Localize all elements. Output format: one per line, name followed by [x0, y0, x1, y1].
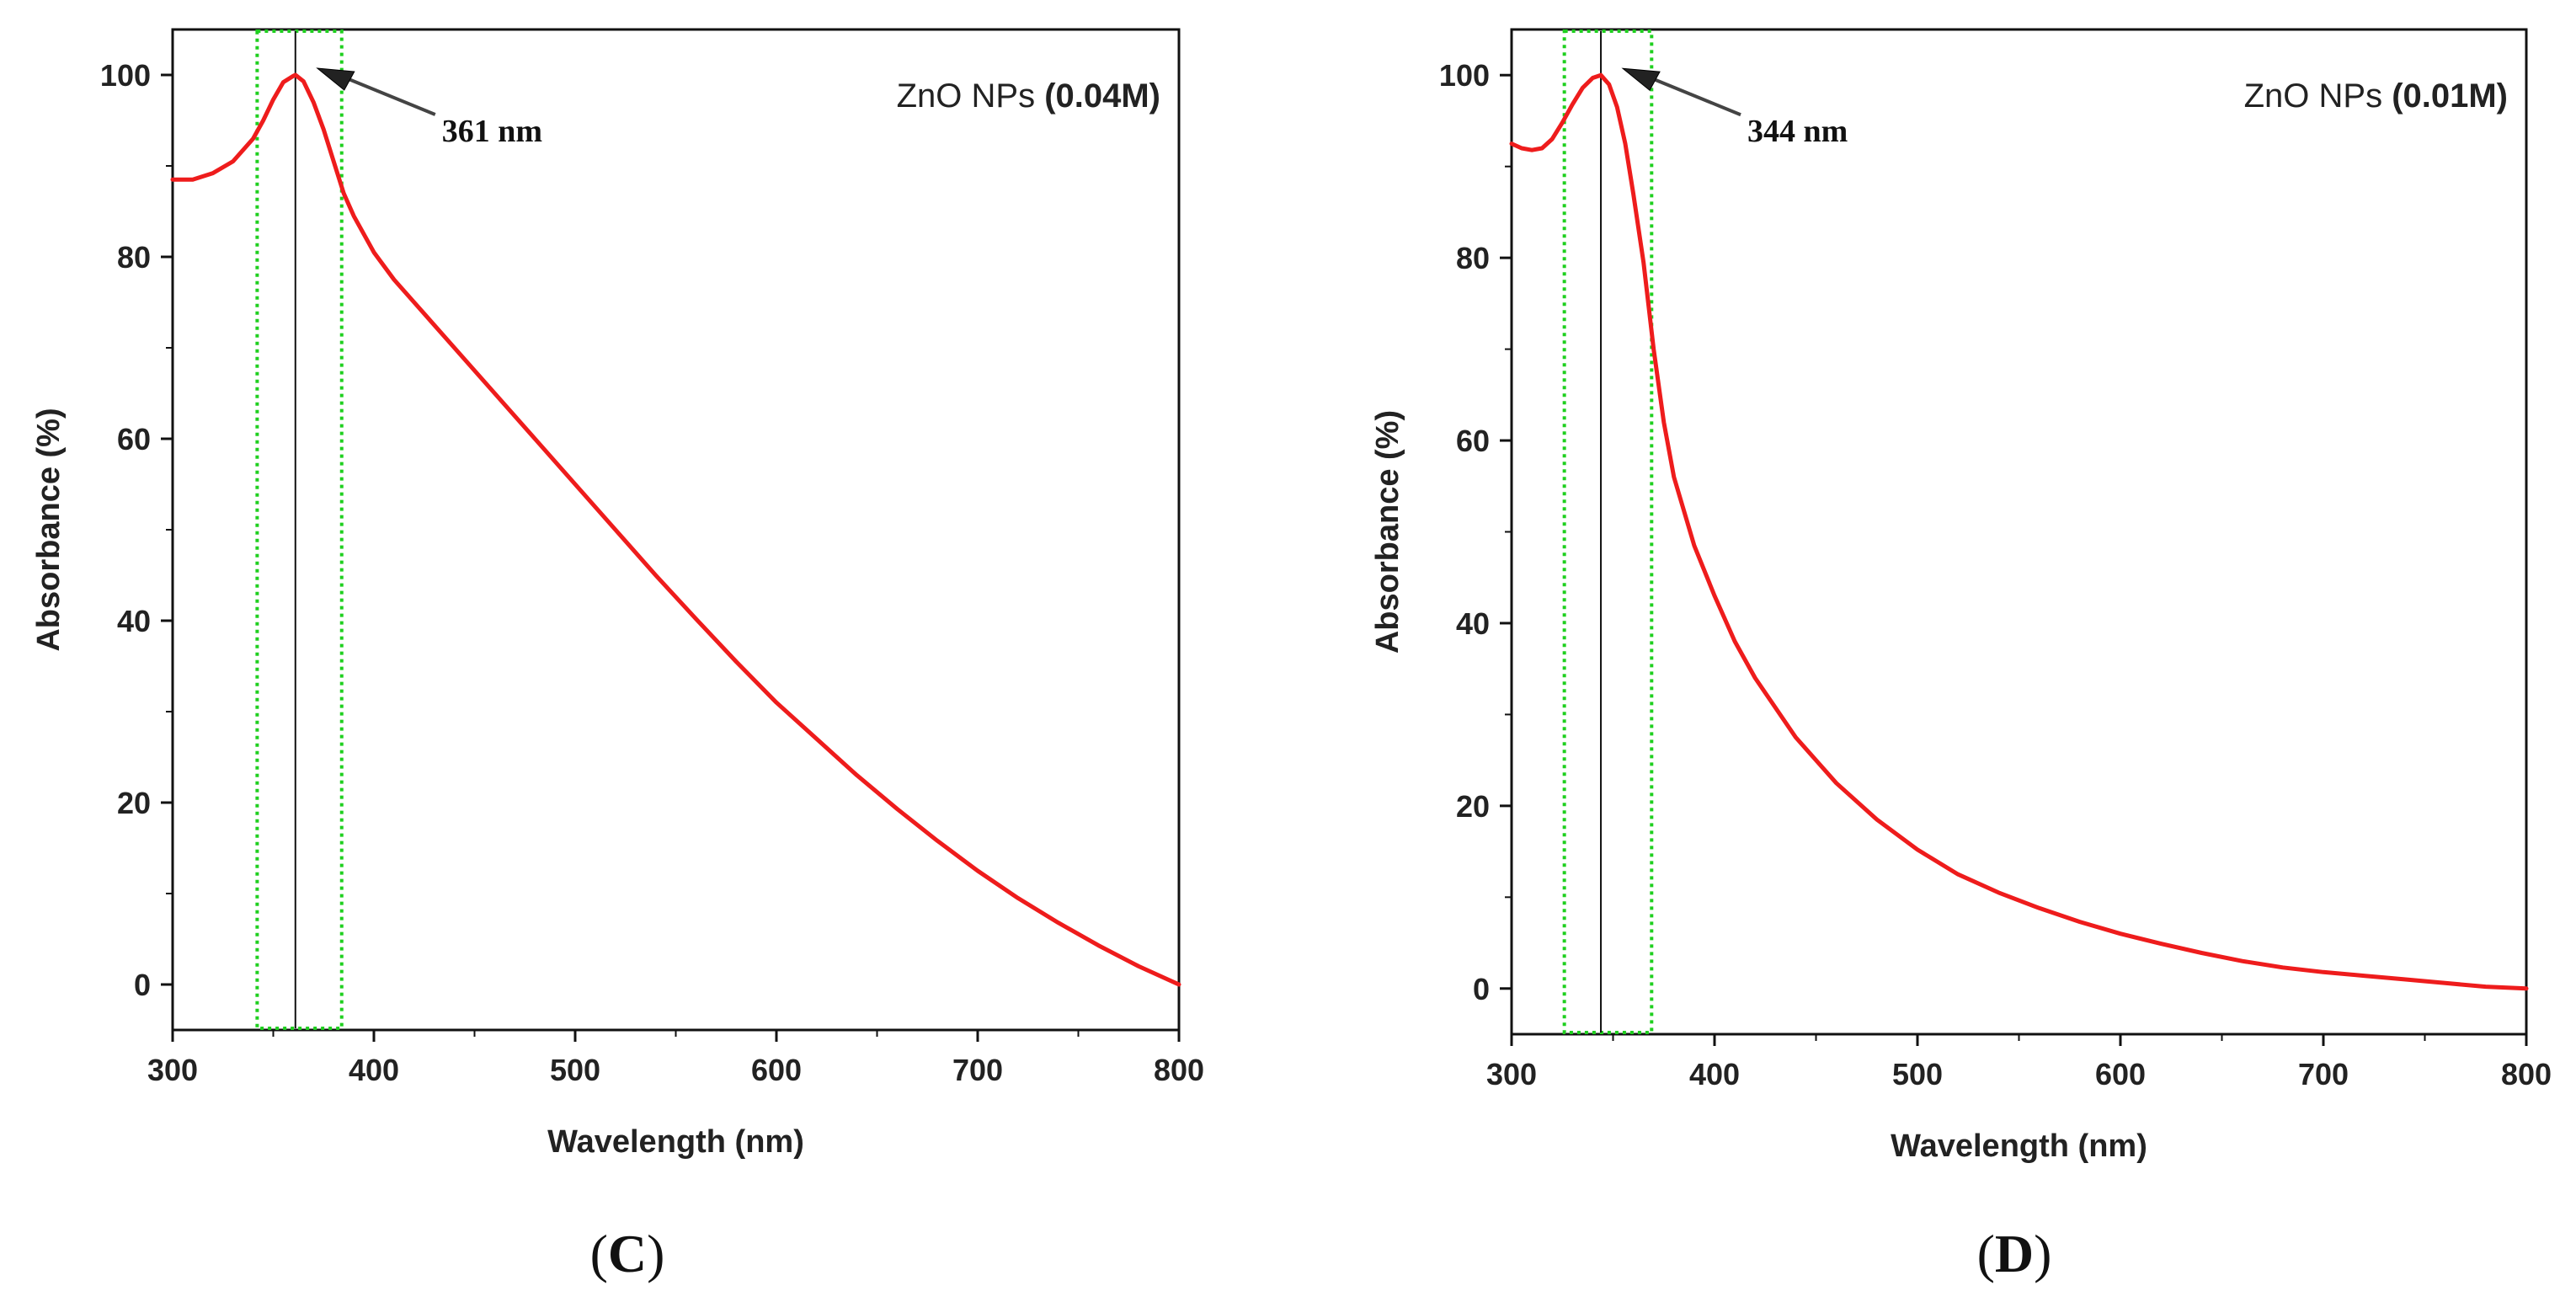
chart-panel-c: 300 400 500 600 700 800 0 20 40 60 80 100 Wavelength…	[31, 28, 1204, 1283]
x-tick-label: 800	[1154, 1053, 1204, 1087]
panel-label-letter: C	[608, 1224, 647, 1283]
legend-prefix: ZnO NPs	[2244, 77, 2392, 115]
peak-annotation: 361 nm	[442, 114, 542, 149]
y-tick-label: 20	[1456, 789, 1490, 824]
data-series-line	[1509, 72, 2529, 991]
legend-label: ZnO NPs (0.04M)	[897, 77, 1160, 115]
legend-concentration: (0.04M)	[1044, 77, 1160, 115]
x-tick-label: 600	[2095, 1057, 2146, 1091]
arrow-shaft	[342, 75, 436, 116]
x-tick-label: 300	[147, 1053, 198, 1087]
y-axis-title: Absorbance (%)	[1370, 410, 1405, 654]
x-tick-label: 700	[2298, 1057, 2349, 1091]
arrow-shaft	[1647, 75, 1741, 117]
y-tick-label: 40	[117, 604, 151, 638]
y-tick-label: 100	[1439, 58, 1490, 93]
y-tick-label: 60	[1456, 424, 1490, 458]
panel-label-open: (	[1977, 1224, 1995, 1283]
y-tick-label: 0	[1473, 972, 1490, 1006]
plot-frame-d	[1510, 28, 2528, 1036]
panel-label-letter: D	[1995, 1224, 2034, 1283]
legend-concentration: (0.01M)	[2392, 77, 2508, 115]
y-tick-label: 0	[134, 968, 151, 1002]
peak-highlight-box	[255, 29, 344, 1030]
legend-label: ZnO NPs (0.01M)	[2244, 77, 2508, 115]
panel-label-open: (	[590, 1224, 608, 1283]
y-tick-label: 80	[117, 240, 151, 275]
chart-panel-d: 300 400 500 600 700 800 0 20 40 60 80 100 Wavelength…	[1370, 28, 2552, 1283]
x-tick-label: 300	[1486, 1057, 1537, 1091]
y-tick-label: 100	[100, 58, 151, 93]
y-axis-title: Absorbance (%)	[31, 408, 67, 651]
panel-label: (C)	[590, 1224, 665, 1283]
x-tick-label: 800	[2501, 1057, 2552, 1091]
panel-label-close: )	[647, 1224, 664, 1283]
plot-frame-c	[171, 28, 1181, 1032]
peak-highlight-box	[1562, 29, 1654, 1034]
arrow-head	[1621, 67, 1661, 91]
x-tick-label: 400	[1689, 1057, 1740, 1091]
legend-prefix: ZnO NPs	[897, 77, 1045, 115]
x-tick-label: 600	[751, 1053, 802, 1087]
x-tick-label: 400	[349, 1053, 399, 1087]
peak-annotation: 344 nm	[1747, 114, 1848, 149]
x-axis-title: Wavelength (nm)	[547, 1124, 804, 1160]
x-axis-title: Wavelength (nm)	[1891, 1129, 2147, 1164]
y-tick-label: 40	[1456, 606, 1490, 641]
data-series-line	[170, 72, 1181, 987]
y-tick-label: 20	[117, 786, 151, 820]
x-tick-label: 500	[1892, 1057, 1943, 1091]
panel-label-close: )	[2034, 1224, 2051, 1283]
x-tick-label: 500	[550, 1053, 600, 1087]
y-tick-label: 60	[117, 422, 151, 456]
panel-label: (D)	[1977, 1224, 2052, 1283]
x-tick-label: 700	[952, 1053, 1003, 1087]
y-tick-label: 80	[1456, 241, 1490, 275]
arrow-head	[316, 67, 355, 91]
